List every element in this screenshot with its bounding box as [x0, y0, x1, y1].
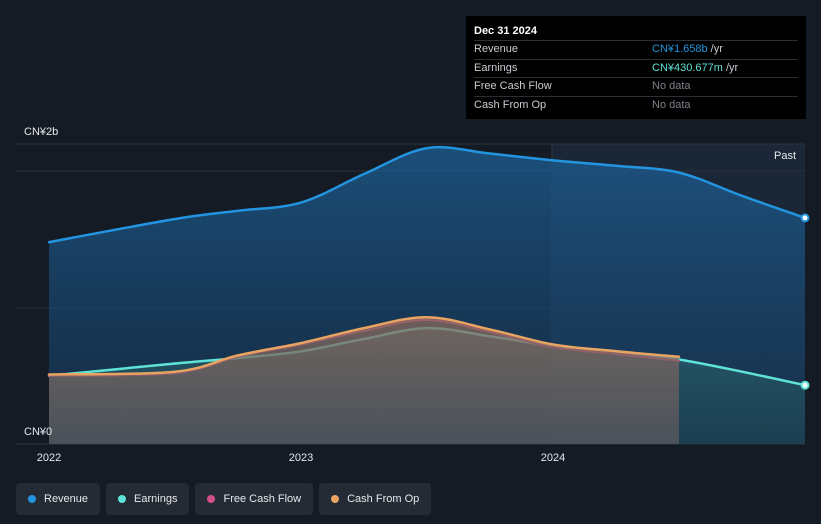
legend-dot-icon [28, 495, 36, 503]
x-tick-label-2023: 2023 [288, 452, 314, 464]
x-tick-label-2022: 2022 [36, 452, 62, 464]
cash-from-op-line [47, 315, 681, 376]
legend-item-revenue[interactable]: Revenue [16, 483, 101, 515]
y-tick-label-top: CN¥2b [24, 126, 59, 138]
tooltip: Dec 31 2024 Revenue CN¥1.658b /yr Earnin… [466, 16, 806, 119]
legend-item-free-cash-flow[interactable]: Free Cash Flow [195, 483, 314, 515]
tooltip-unit: /yr [710, 43, 723, 55]
legend-label: Free Cash Flow [223, 493, 302, 505]
legend-item-cash-from-op[interactable]: Cash From Op [319, 483, 432, 515]
tooltip-label: Revenue [474, 43, 519, 55]
tooltip-row-free-cash-flow: Free Cash Flow No data [474, 77, 798, 96]
legend-label: Cash From Op [347, 493, 420, 505]
tooltip-value: CN¥1.658b [652, 43, 708, 55]
tooltip-unit: /yr [725, 61, 739, 74]
earnings-end-marker [800, 380, 810, 390]
legend: Revenue Earnings Free Cash Flow Cash Fro… [16, 483, 432, 515]
tooltip-value: No data [652, 98, 691, 111]
revenue-line [47, 145, 807, 244]
past-label: Past [774, 150, 797, 162]
tooltip-label: Earnings [474, 61, 518, 74]
tooltip-value: CN¥430.677m [652, 61, 723, 74]
legend-label: Revenue [44, 493, 89, 505]
revenue-end-marker [800, 213, 810, 223]
tooltip-date: Dec 31 2024 [474, 25, 537, 37]
tooltip-row-earnings: Earnings CN¥430.677m /yr [474, 58, 798, 78]
legend-dot-icon [207, 495, 216, 503]
legend-label: Earnings [134, 493, 178, 505]
y-tick-label-zero: CN¥0 [24, 426, 53, 438]
cash-from-op-area [49, 317, 679, 444]
tooltip-label: Free Cash Flow [474, 80, 552, 92]
tooltip-value: No data [652, 80, 691, 92]
tooltip-row-cash-from-op: Cash From Op No data [474, 95, 798, 115]
legend-item-earnings[interactable]: Earnings [106, 483, 190, 515]
tooltip-row-revenue: Revenue CN¥1.658b /yr [474, 40, 798, 59]
tooltip-label: Cash From Op [474, 98, 547, 111]
legend-dot-icon [331, 495, 340, 503]
x-tick-label-2024: 2024 [540, 452, 566, 464]
legend-dot-icon [118, 495, 127, 503]
